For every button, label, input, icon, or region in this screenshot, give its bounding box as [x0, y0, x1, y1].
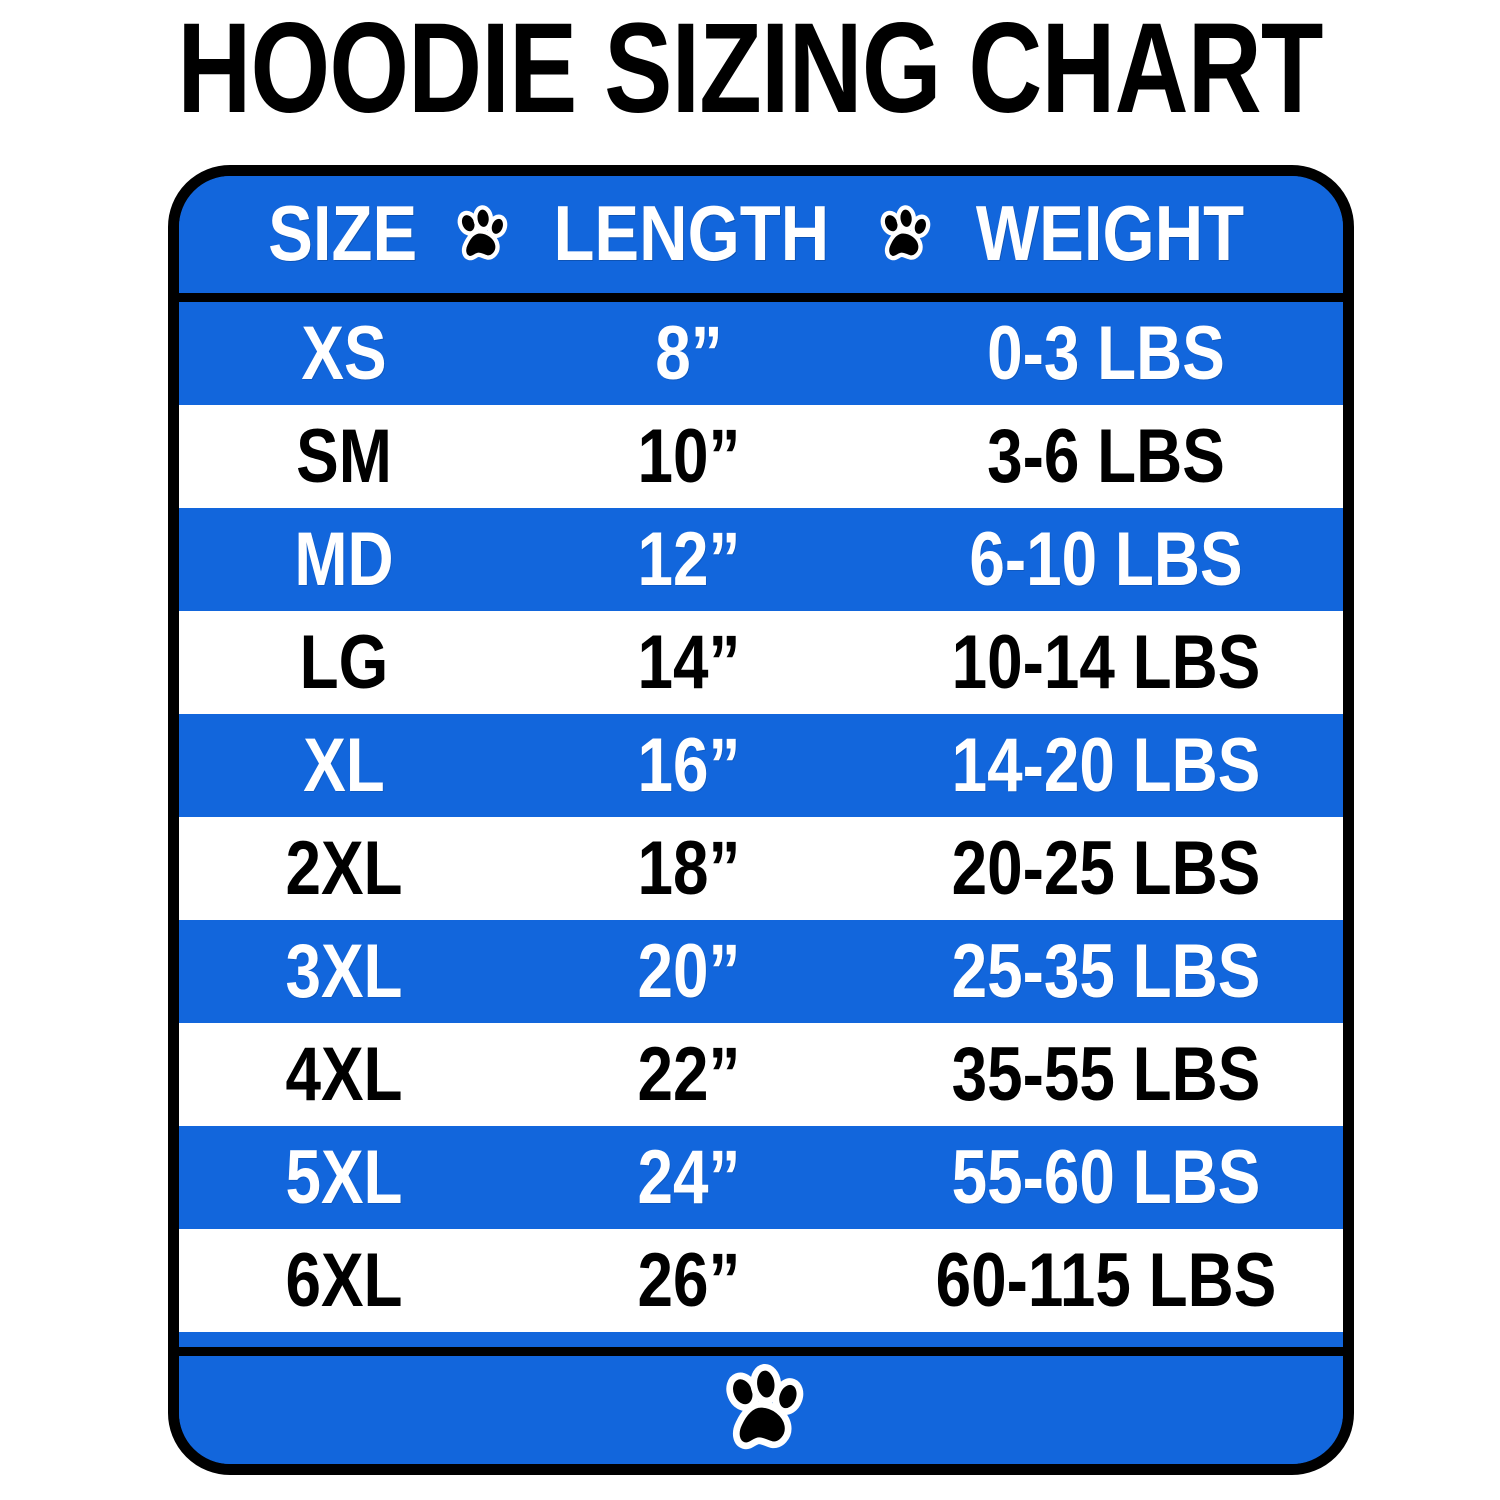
table-header-row: SIZE LENGTH — [179, 176, 1343, 302]
cell-length: 20” — [637, 928, 741, 1014]
table-row: 3XL 20” 25-35 LBS — [179, 920, 1343, 1023]
cell-size: XS — [301, 310, 387, 396]
cell-weight: 55-60 LBS — [951, 1134, 1261, 1220]
paw-print-icon — [449, 204, 511, 266]
column-header-weight: WEIGHT — [975, 188, 1245, 277]
cell-weight: 10-14 LBS — [951, 619, 1261, 705]
paw-print-icon — [713, 1362, 809, 1458]
table-row: SM 10” 3-6 LBS — [179, 405, 1343, 508]
column-header-length: LENGTH — [553, 188, 830, 277]
table-row: 4XL 22” 35-55 LBS — [179, 1023, 1343, 1126]
table-row: MD 12” 6-10 LBS — [179, 508, 1343, 611]
sizing-chart-card: SIZE LENGTH — [168, 165, 1354, 1475]
column-header-size: SIZE — [268, 188, 418, 277]
cell-size: 3XL — [285, 928, 403, 1014]
cell-length: 18” — [637, 825, 741, 911]
cell-length: 22” — [637, 1031, 741, 1117]
cell-size: SM — [296, 413, 392, 499]
cell-length: 14” — [637, 619, 741, 705]
paw-print-icon — [872, 204, 934, 266]
cell-size: XL — [303, 722, 385, 808]
card-footer — [179, 1347, 1343, 1464]
cell-length: 24” — [637, 1134, 741, 1220]
cell-size: LG — [299, 619, 389, 705]
cell-weight: 60-115 LBS — [935, 1237, 1277, 1323]
cell-length: 12” — [637, 516, 741, 602]
cell-weight: 6-10 LBS — [969, 516, 1243, 602]
page-title: HOODIE SIZING CHART — [177, 0, 1323, 140]
table-row: XL 16” 14-20 LBS — [179, 714, 1343, 817]
cell-size: 5XL — [285, 1134, 403, 1220]
table-row: XS 8” 0-3 LBS — [179, 302, 1343, 405]
cell-weight: 14-20 LBS — [951, 722, 1261, 808]
cell-length: 26” — [637, 1237, 741, 1323]
cell-size: MD — [294, 516, 394, 602]
cell-size: 2XL — [285, 825, 403, 911]
cell-weight: 25-35 LBS — [951, 928, 1261, 1014]
table-row: 2XL 18” 20-25 LBS — [179, 817, 1343, 920]
cell-weight: 35-55 LBS — [951, 1031, 1261, 1117]
cell-length: 10” — [637, 413, 741, 499]
cell-weight: 0-3 LBS — [987, 310, 1225, 396]
cell-length: 16” — [637, 722, 741, 808]
cell-weight: 20-25 LBS — [951, 825, 1261, 911]
table-row: LG 14” 10-14 LBS — [179, 611, 1343, 714]
cell-size: 6XL — [285, 1237, 403, 1323]
table-row: 6XL 26” 60-115 LBS — [179, 1229, 1343, 1332]
table-body: XS 8” 0-3 LBS SM 10” 3-6 LBS MD 12” 6-10 LBS LG 14… — [179, 302, 1343, 1332]
table-row: 5XL 24” 55-60 LBS — [179, 1126, 1343, 1229]
cell-size: 4XL — [285, 1031, 403, 1117]
cell-weight: 3-6 LBS — [987, 413, 1225, 499]
cell-length: 8” — [655, 310, 723, 396]
